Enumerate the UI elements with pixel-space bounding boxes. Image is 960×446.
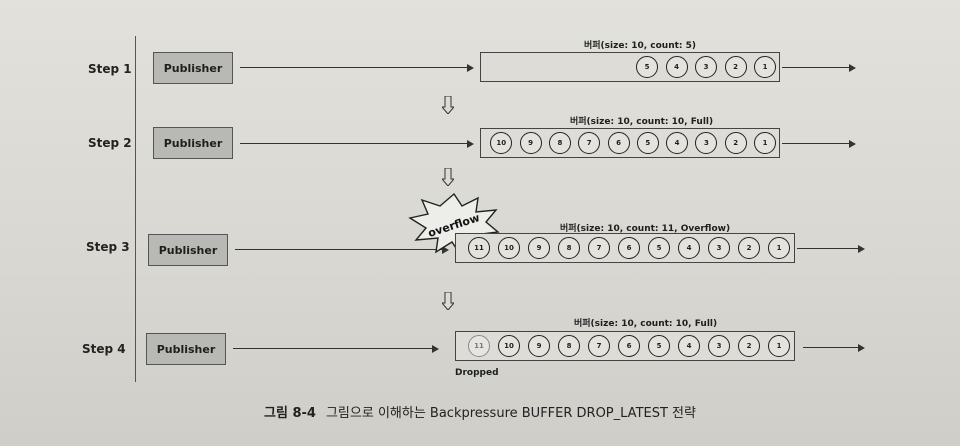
buffer-item: 3	[708, 237, 730, 259]
step-2-publisher-box: Publisher	[153, 127, 233, 159]
buffer-item: 5	[636, 132, 659, 154]
buffer-item: 2	[724, 56, 747, 78]
buffer-item: 6	[607, 132, 630, 154]
step-3-buffer-title: 버퍼(size: 10, count: 11, Overflow)	[560, 224, 731, 234]
buffer-item: 10	[498, 335, 520, 357]
buffer-item: 9	[528, 335, 550, 357]
step-3-publisher-arrow	[235, 245, 449, 254]
buffer-item: 5	[648, 237, 670, 259]
buffer-item: 8	[558, 335, 580, 357]
buffer-item: 10	[498, 237, 520, 259]
buffer-item: 7	[588, 237, 610, 259]
dropped-label: Dropped	[455, 368, 499, 378]
step-1-output-arrow	[782, 63, 856, 72]
step-3-publisher-box: Publisher	[148, 234, 228, 266]
buffer-item: 6	[618, 237, 640, 259]
buffer-item: 4	[678, 237, 700, 259]
figure-caption-text: 그림으로 이해하는 Backpressure BUFFER DROP_LATES…	[325, 406, 696, 421]
step-2-label: Step 2	[88, 136, 132, 150]
step-2-publisher-arrow	[240, 139, 474, 148]
step-4-label: Step 4	[82, 342, 126, 356]
down-arrow-icon	[442, 292, 454, 310]
buffer-item: 3	[695, 56, 717, 78]
buffer-item: 4	[665, 56, 688, 78]
step-4-publisher-box: Publisher	[146, 333, 226, 365]
step-4-buffer-title: 버퍼(size: 10, count: 10, Full)	[574, 319, 718, 329]
buffer-item: 10	[490, 132, 513, 154]
step-3-output-arrow	[797, 244, 865, 253]
buffer-item: 9	[519, 132, 542, 154]
buffer-item: 8	[558, 237, 580, 259]
step-1-publisher-box: Publisher	[153, 52, 233, 84]
down-arrow-icon	[442, 96, 454, 114]
buffer-item: 3	[708, 335, 730, 357]
buffer-item: 11	[468, 237, 490, 259]
buffer-item: 4	[678, 335, 700, 357]
down-arrow-icon	[442, 168, 454, 186]
step-1-label: Step 1	[88, 62, 132, 76]
figure-number: 그림 8-4	[264, 406, 316, 421]
buffer-item: 1	[754, 56, 776, 78]
buffer-item: 9	[528, 237, 550, 259]
step-4-publisher-arrow	[233, 344, 439, 353]
step-2-buffer-title: 버퍼(size: 10, count: 10, Full)	[570, 117, 714, 127]
buffer-item: 2	[738, 237, 760, 259]
dropped-item: 11	[468, 335, 490, 357]
buffer-item: 4	[666, 132, 689, 154]
buffer-item: 1	[768, 237, 790, 259]
buffer-item: 3	[695, 132, 718, 154]
buffer-item: 5	[648, 335, 670, 357]
buffer-item: 7	[588, 335, 610, 357]
buffer-item: 7	[578, 132, 601, 154]
buffer-item: 2	[738, 335, 760, 357]
buffer-item: 8	[548, 132, 571, 154]
step-4-output-arrow	[803, 343, 865, 352]
step-1-publisher-arrow	[240, 63, 474, 72]
step-2-output-arrow	[782, 139, 856, 148]
step-divider-line	[135, 36, 136, 382]
figure-caption: 그림 8-4 그림으로 이해하는 Backpressure BUFFER DROP…	[0, 402, 960, 421]
buffer-item: 6	[618, 335, 640, 357]
buffer-item: 1	[754, 132, 776, 154]
step-1-buffer-title: 버퍼(size: 10, count: 5)	[584, 41, 697, 51]
buffer-item: 2	[724, 132, 747, 154]
buffer-item: 1	[768, 335, 790, 357]
buffer-item: 5	[636, 56, 658, 78]
step-3-label: Step 3	[86, 240, 130, 254]
